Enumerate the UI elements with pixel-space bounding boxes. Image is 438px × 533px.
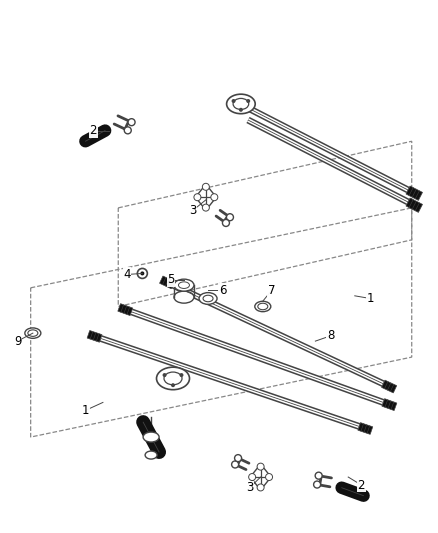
Circle shape <box>232 461 239 468</box>
Text: 1: 1 <box>366 292 374 305</box>
Ellipse shape <box>199 293 217 304</box>
Text: 3: 3 <box>189 204 196 217</box>
Polygon shape <box>118 304 133 316</box>
Text: 3: 3 <box>246 481 253 494</box>
Ellipse shape <box>226 94 255 114</box>
Text: 9: 9 <box>14 335 21 348</box>
Circle shape <box>194 193 201 201</box>
Polygon shape <box>381 380 397 393</box>
Circle shape <box>202 204 209 211</box>
Ellipse shape <box>174 291 194 303</box>
Circle shape <box>315 472 322 479</box>
Circle shape <box>232 99 236 103</box>
Circle shape <box>223 220 230 227</box>
Ellipse shape <box>143 432 159 442</box>
Ellipse shape <box>233 99 249 109</box>
Circle shape <box>246 99 250 103</box>
Circle shape <box>202 183 209 190</box>
Ellipse shape <box>255 301 271 312</box>
Text: 7: 7 <box>268 284 276 297</box>
Polygon shape <box>87 330 102 342</box>
Ellipse shape <box>174 279 194 291</box>
Ellipse shape <box>25 328 41 338</box>
Ellipse shape <box>156 367 190 390</box>
Circle shape <box>226 214 233 221</box>
Polygon shape <box>406 198 423 212</box>
Circle shape <box>265 473 272 481</box>
Text: 8: 8 <box>327 329 334 342</box>
Circle shape <box>171 383 175 387</box>
Polygon shape <box>159 276 175 289</box>
Circle shape <box>180 373 184 377</box>
Circle shape <box>239 108 243 112</box>
Text: 5: 5 <box>167 273 174 286</box>
Ellipse shape <box>28 330 38 336</box>
Circle shape <box>128 119 135 126</box>
Text: 2: 2 <box>89 124 97 137</box>
Text: 2: 2 <box>357 479 365 491</box>
Text: 4: 4 <box>123 268 131 281</box>
Ellipse shape <box>258 303 268 310</box>
Polygon shape <box>406 186 423 200</box>
Circle shape <box>162 373 166 377</box>
Ellipse shape <box>164 372 182 385</box>
Circle shape <box>257 463 264 470</box>
Text: 6: 6 <box>219 284 226 297</box>
Polygon shape <box>382 399 397 410</box>
Polygon shape <box>358 423 373 434</box>
Polygon shape <box>250 464 271 490</box>
Circle shape <box>235 455 242 462</box>
Circle shape <box>140 271 145 276</box>
Text: 1: 1 <box>81 404 89 417</box>
Circle shape <box>211 193 218 201</box>
Ellipse shape <box>145 451 157 459</box>
Circle shape <box>249 473 256 481</box>
Circle shape <box>138 269 147 278</box>
Ellipse shape <box>203 295 213 302</box>
Polygon shape <box>195 184 216 210</box>
Circle shape <box>314 481 321 488</box>
Circle shape <box>124 127 131 134</box>
Ellipse shape <box>178 282 190 288</box>
Circle shape <box>257 484 264 491</box>
